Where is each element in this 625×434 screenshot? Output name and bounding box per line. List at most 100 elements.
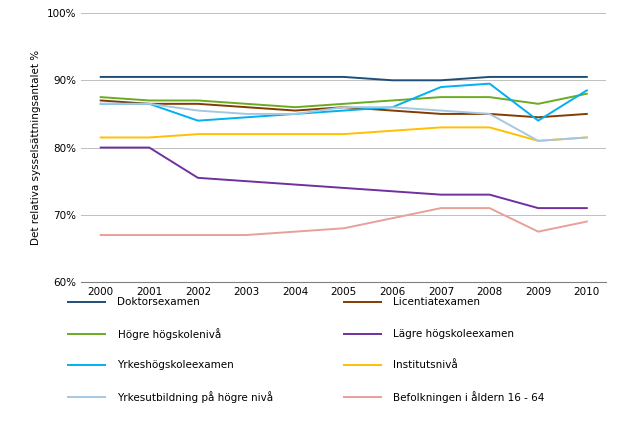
Doktorsexamen [340, 74, 348, 79]
Högre högskolenivå [242, 101, 250, 106]
Yrkesutbildning på högre nivå [583, 135, 591, 140]
Licentiatexamen [146, 101, 153, 106]
Högre högskolenivå [534, 101, 542, 106]
Institutsnivå [340, 132, 348, 137]
Licentiatexamen [194, 101, 202, 106]
Institutsnivå [438, 125, 445, 130]
Yrkeshögskoleexamen [146, 101, 153, 106]
Yrkesutbildning på högre nivå [438, 108, 445, 113]
Yrkesutbildning på högre nivå [486, 111, 493, 116]
Befolkningen i åldern 16 - 64 [389, 216, 396, 221]
Licentiatexamen [291, 108, 299, 113]
Institutsnivå [97, 135, 104, 140]
Line: Yrkeshögskoleexamen: Yrkeshögskoleexamen [101, 84, 587, 121]
Yrkesutbildning på högre nivå [146, 101, 153, 106]
Doktorsexamen [389, 78, 396, 83]
Line: Yrkesutbildning på högre nivå: Yrkesutbildning på högre nivå [101, 104, 587, 141]
Institutsnivå [389, 128, 396, 133]
Line: Högre högskolenivå: Högre högskolenivå [101, 94, 587, 107]
Befolkningen i åldern 16 - 64 [340, 226, 348, 231]
Befolkningen i åldern 16 - 64 [486, 206, 493, 211]
Högre högskolenivå [146, 98, 153, 103]
Lägre högskoleexamen [583, 206, 591, 211]
Licentiatexamen [340, 105, 348, 110]
Yrkesutbildning på högre nivå [340, 105, 348, 110]
Doktorsexamen [291, 74, 299, 79]
Licentiatexamen [438, 111, 445, 116]
Högre högskolenivå [438, 95, 445, 100]
Licentiatexamen [242, 105, 250, 110]
Line: Lägre högskoleexamen: Lägre högskoleexamen [101, 148, 587, 208]
Yrkesutbildning på högre nivå [534, 138, 542, 143]
Yrkeshögskoleexamen [97, 101, 104, 106]
Befolkningen i åldern 16 - 64 [146, 233, 153, 238]
Doktorsexamen [486, 74, 493, 79]
Licentiatexamen [97, 98, 104, 103]
Befolkningen i åldern 16 - 64 [438, 206, 445, 211]
Lägre högskoleexamen [291, 182, 299, 187]
Yrkesutbildning på högre nivå [389, 105, 396, 110]
Text: Institutsnivå: Institutsnivå [393, 360, 458, 370]
Text: Yrkesutbildning på högre nivå: Yrkesutbildning på högre nivå [118, 391, 274, 403]
Doktorsexamen [146, 74, 153, 79]
Line: Institutsnivå: Institutsnivå [101, 128, 587, 141]
Lägre högskoleexamen [242, 179, 250, 184]
Yrkeshögskoleexamen [486, 81, 493, 86]
Text: Befolkningen i åldern 16 - 64: Befolkningen i åldern 16 - 64 [393, 391, 544, 403]
Högre högskolenivå [340, 101, 348, 106]
Yrkeshögskoleexamen [438, 85, 445, 90]
Institutsnivå [242, 132, 250, 137]
Doktorsexamen [583, 74, 591, 79]
Yrkesutbildning på högre nivå [242, 111, 250, 116]
Lägre högskoleexamen [340, 185, 348, 191]
Institutsnivå [583, 135, 591, 140]
Line: Licentiatexamen: Licentiatexamen [101, 101, 587, 117]
Högre högskolenivå [583, 91, 591, 96]
Högre högskolenivå [97, 95, 104, 100]
Lägre högskoleexamen [534, 206, 542, 211]
Institutsnivå [146, 135, 153, 140]
Licentiatexamen [389, 108, 396, 113]
Yrkeshögskoleexamen [389, 105, 396, 110]
Lägre högskoleexamen [194, 175, 202, 181]
Yrkesutbildning på högre nivå [97, 101, 104, 106]
Doktorsexamen [97, 74, 104, 79]
Institutsnivå [486, 125, 493, 130]
Befolkningen i åldern 16 - 64 [194, 233, 202, 238]
Text: Lägre högskoleexamen: Lägre högskoleexamen [393, 329, 514, 339]
Licentiatexamen [486, 111, 493, 116]
Yrkeshögskoleexamen [242, 115, 250, 120]
Text: Doktorsexamen: Doktorsexamen [118, 297, 200, 307]
Högre högskolenivå [486, 95, 493, 100]
Yrkeshögskoleexamen [534, 118, 542, 123]
Yrkeshögskoleexamen [583, 88, 591, 93]
Befolkningen i åldern 16 - 64 [534, 229, 542, 234]
Yrkesutbildning på högre nivå [291, 111, 299, 116]
Befolkningen i åldern 16 - 64 [242, 233, 250, 238]
Lägre högskoleexamen [486, 192, 493, 197]
Befolkningen i åldern 16 - 64 [97, 233, 104, 238]
Line: Befolkningen i åldern 16 - 64: Befolkningen i åldern 16 - 64 [101, 208, 587, 235]
Licentiatexamen [534, 115, 542, 120]
Doktorsexamen [194, 74, 202, 79]
Lägre högskoleexamen [97, 145, 104, 150]
Högre högskolenivå [291, 105, 299, 110]
Lägre högskoleexamen [438, 192, 445, 197]
Yrkesutbildning på högre nivå [194, 108, 202, 113]
Institutsnivå [291, 132, 299, 137]
Högre högskolenivå [194, 98, 202, 103]
Text: Yrkeshögskoleexamen: Yrkeshögskoleexamen [118, 360, 234, 370]
Doktorsexamen [534, 74, 542, 79]
Befolkningen i åldern 16 - 64 [583, 219, 591, 224]
Institutsnivå [194, 132, 202, 137]
Yrkeshögskoleexamen [340, 108, 348, 113]
Licentiatexamen [583, 111, 591, 116]
Doktorsexamen [438, 78, 445, 83]
Befolkningen i åldern 16 - 64 [291, 229, 299, 234]
Text: Licentiatexamen: Licentiatexamen [393, 297, 480, 307]
Doktorsexamen [242, 74, 250, 79]
Institutsnivå [534, 138, 542, 143]
Högre högskolenivå [389, 98, 396, 103]
Yrkeshögskoleexamen [194, 118, 202, 123]
Lägre högskoleexamen [389, 189, 396, 194]
